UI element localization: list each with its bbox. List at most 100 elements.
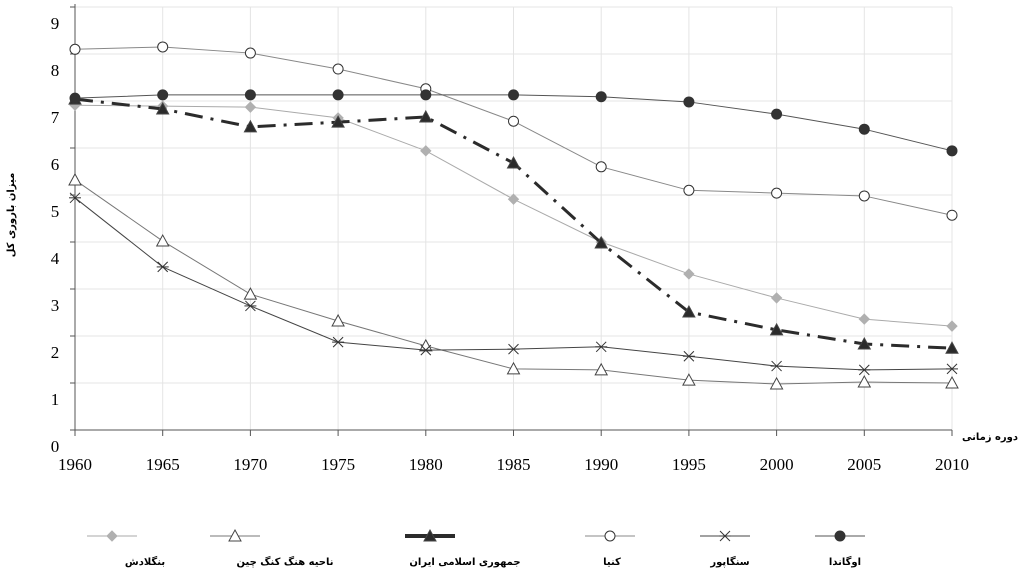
marker bbox=[155, 101, 170, 115]
marker bbox=[244, 47, 256, 59]
marker bbox=[157, 41, 169, 53]
marker bbox=[155, 234, 170, 247]
marker bbox=[507, 343, 520, 355]
marker bbox=[770, 360, 783, 372]
x-tick-label: 1990 bbox=[584, 455, 618, 474]
marker bbox=[771, 187, 783, 199]
x-tick-label: 1965 bbox=[146, 455, 180, 474]
x-tick-label: 1985 bbox=[497, 455, 531, 474]
marker bbox=[69, 43, 81, 55]
x-tick-label: 2010 bbox=[935, 455, 969, 474]
x-tick-label: 1980 bbox=[409, 455, 443, 474]
legend-item: کنیا bbox=[585, 530, 635, 568]
y-tick-label: 9 bbox=[51, 14, 60, 33]
x-tick-label: 1960 bbox=[58, 455, 92, 474]
marker bbox=[506, 361, 521, 375]
marker bbox=[332, 89, 344, 101]
marker bbox=[594, 235, 609, 249]
marker bbox=[769, 322, 784, 336]
marker bbox=[682, 350, 695, 362]
marker bbox=[507, 193, 520, 205]
legend-item: جمهوری اسلامی ایران bbox=[405, 528, 521, 568]
legend-item: ناحیه هنگ کنگ چین bbox=[210, 528, 334, 568]
legend-item: اوگاندا bbox=[815, 530, 865, 568]
x-tick-label: 1995 bbox=[672, 455, 706, 474]
marker bbox=[682, 304, 696, 318]
marker bbox=[683, 96, 695, 108]
marker bbox=[683, 184, 695, 196]
marker bbox=[858, 313, 871, 325]
marker bbox=[244, 89, 256, 101]
marker bbox=[243, 119, 258, 133]
marker bbox=[506, 155, 521, 169]
marker bbox=[69, 92, 81, 104]
marker bbox=[858, 190, 870, 202]
legend-label: ناحیه هنگ کنگ چین bbox=[237, 556, 334, 568]
marker bbox=[332, 63, 344, 75]
marker bbox=[946, 320, 958, 332]
marker bbox=[68, 172, 82, 186]
x-axis-title: دوره زمانی bbox=[962, 432, 1018, 443]
marker bbox=[331, 115, 345, 128]
marker bbox=[595, 91, 607, 103]
marker bbox=[946, 145, 958, 157]
y-tick-label: 0 bbox=[51, 437, 60, 456]
y-tick-label: 6 bbox=[51, 155, 60, 174]
marker bbox=[683, 268, 695, 280]
marker bbox=[945, 341, 959, 354]
marker bbox=[69, 192, 81, 204]
x-tick-label: 2000 bbox=[760, 455, 794, 474]
marker bbox=[719, 530, 731, 542]
y-tick-label: 4 bbox=[51, 249, 60, 268]
marker bbox=[228, 528, 242, 542]
marker bbox=[420, 89, 432, 101]
marker bbox=[332, 336, 345, 348]
marker bbox=[769, 376, 784, 390]
marker bbox=[858, 123, 870, 135]
marker bbox=[946, 363, 958, 375]
y-tick-label: 1 bbox=[51, 390, 60, 409]
legend-label: کنیا bbox=[603, 557, 621, 568]
y-tick-label: 2 bbox=[51, 343, 60, 362]
legend-item: سنگاپور bbox=[700, 530, 750, 568]
marker bbox=[508, 89, 519, 101]
marker bbox=[243, 287, 258, 300]
marker bbox=[604, 530, 616, 542]
y-tick-label: 7 bbox=[51, 108, 60, 127]
marker bbox=[423, 528, 437, 542]
legend-label: اوگاندا bbox=[829, 555, 861, 568]
marker bbox=[595, 161, 607, 173]
marker bbox=[682, 373, 696, 386]
marker bbox=[594, 362, 609, 376]
legend-label: بنگلادش bbox=[125, 555, 165, 568]
marker bbox=[157, 89, 169, 101]
marker bbox=[595, 341, 608, 353]
marker bbox=[946, 209, 958, 221]
x-tick-label: 1975 bbox=[321, 455, 355, 474]
legend-label: جمهوری اسلامی ایران bbox=[409, 557, 520, 568]
marker bbox=[419, 344, 432, 356]
marker bbox=[771, 108, 783, 120]
marker bbox=[418, 109, 433, 123]
marker bbox=[857, 336, 872, 350]
marker bbox=[418, 338, 433, 352]
marker bbox=[834, 530, 846, 542]
legend-label: سنگاپور bbox=[709, 555, 749, 568]
legend-item: بنگلادش bbox=[87, 530, 165, 568]
marker bbox=[106, 530, 118, 542]
x-tick-label: 2005 bbox=[847, 455, 881, 474]
marker bbox=[857, 375, 872, 388]
y-tick-label: 5 bbox=[51, 202, 60, 221]
x-tick-label: 1970 bbox=[233, 455, 267, 474]
marker bbox=[770, 292, 783, 304]
marker bbox=[156, 261, 169, 273]
marker bbox=[508, 115, 519, 127]
marker bbox=[331, 313, 345, 327]
marker bbox=[420, 145, 432, 157]
marker bbox=[858, 364, 871, 376]
y-tick-label: 3 bbox=[51, 296, 60, 315]
y-tick-label: 8 bbox=[51, 61, 60, 80]
marker bbox=[945, 375, 959, 389]
y-axis-title: میزان باروری کل bbox=[6, 173, 17, 258]
